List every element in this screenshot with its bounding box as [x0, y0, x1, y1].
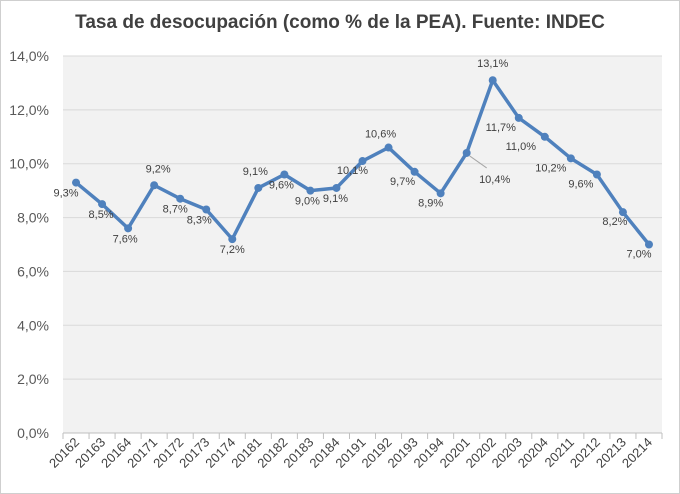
- data-label: 9,7%: [390, 176, 415, 188]
- data-point: [98, 200, 107, 209]
- data-label: 9,0%: [295, 196, 320, 208]
- data-label: 9,2%: [146, 163, 171, 175]
- gridlines: [63, 55, 662, 434]
- data-label: 9,1%: [323, 193, 348, 205]
- data-label: 9,6%: [269, 179, 294, 191]
- data-label: 7,6%: [113, 233, 138, 245]
- leader-line: [469, 155, 487, 169]
- data-label: 10,4%: [479, 174, 510, 186]
- x-axis-ticks: 2016220163201642017120172201732017420181…: [46, 432, 663, 471]
- data-point: [306, 186, 315, 195]
- y-tick-label: 14,0%: [9, 48, 49, 64]
- data-label: 13,1%: [477, 58, 508, 70]
- data-point: [462, 148, 471, 157]
- data-point: [176, 194, 185, 203]
- data-label: 10,1%: [337, 165, 368, 177]
- data-points: [72, 76, 653, 249]
- data-point: [228, 235, 237, 244]
- data-point: [618, 208, 627, 217]
- data-label: 9,6%: [568, 178, 593, 190]
- data-label: 8,2%: [602, 216, 627, 228]
- data-point: [540, 132, 549, 141]
- data-point: [254, 183, 263, 192]
- data-point: [592, 170, 601, 179]
- chart-title: Tasa de desocupación (como % de la PEA).…: [75, 12, 605, 33]
- y-tick-label: 10,0%: [9, 156, 49, 172]
- data-point: [410, 167, 419, 176]
- y-axis-ticks: 0,0% 2,0% 4,0% 6,0% 8,0% 10,0% 12,0% 14,0%: [9, 48, 49, 441]
- data-point: [514, 113, 523, 122]
- data-label: 11,7%: [486, 122, 517, 134]
- y-tick-label: 4,0%: [17, 317, 49, 333]
- data-labels: 9,3%8,5%7,6%9,2%8,7%8,3%7,2%9,1%9,6%9,0%…: [53, 58, 651, 260]
- data-label: 10,6%: [365, 129, 396, 141]
- data-point: [124, 224, 133, 233]
- data-label: 9,1%: [243, 166, 268, 178]
- data-label: 9,3%: [53, 188, 78, 200]
- data-point: [72, 178, 81, 187]
- data-label: 8,3%: [187, 214, 212, 226]
- leader-lines: [469, 155, 487, 169]
- y-tick-label: 8,0%: [17, 210, 49, 226]
- data-label: 8,5%: [89, 209, 114, 221]
- data-label: 7,0%: [626, 249, 651, 261]
- x-tick-label: 20214: [619, 435, 655, 471]
- x-tick-label: 20204: [515, 435, 551, 471]
- data-point: [436, 189, 445, 198]
- plot-area: [63, 56, 662, 433]
- y-tick-label: 12,0%: [9, 102, 49, 118]
- data-point: [202, 205, 211, 214]
- data-label: 8,9%: [418, 197, 443, 209]
- y-tick-label: 6,0%: [17, 263, 49, 279]
- y-tick-label: 0,0%: [17, 425, 49, 441]
- data-label: 11,0%: [506, 141, 537, 153]
- data-point: [566, 154, 575, 163]
- data-point: [150, 181, 159, 190]
- data-label: 8,7%: [163, 204, 188, 216]
- data-point: [332, 183, 341, 192]
- y-tick-label: 2,0%: [17, 371, 49, 387]
- data-label: 7,2%: [220, 244, 245, 256]
- data-point: [488, 76, 497, 85]
- data-point: [358, 157, 367, 166]
- data-point: [280, 170, 289, 179]
- data-point: [384, 143, 393, 152]
- data-point: [644, 240, 653, 249]
- data-label: 10,2%: [535, 162, 566, 174]
